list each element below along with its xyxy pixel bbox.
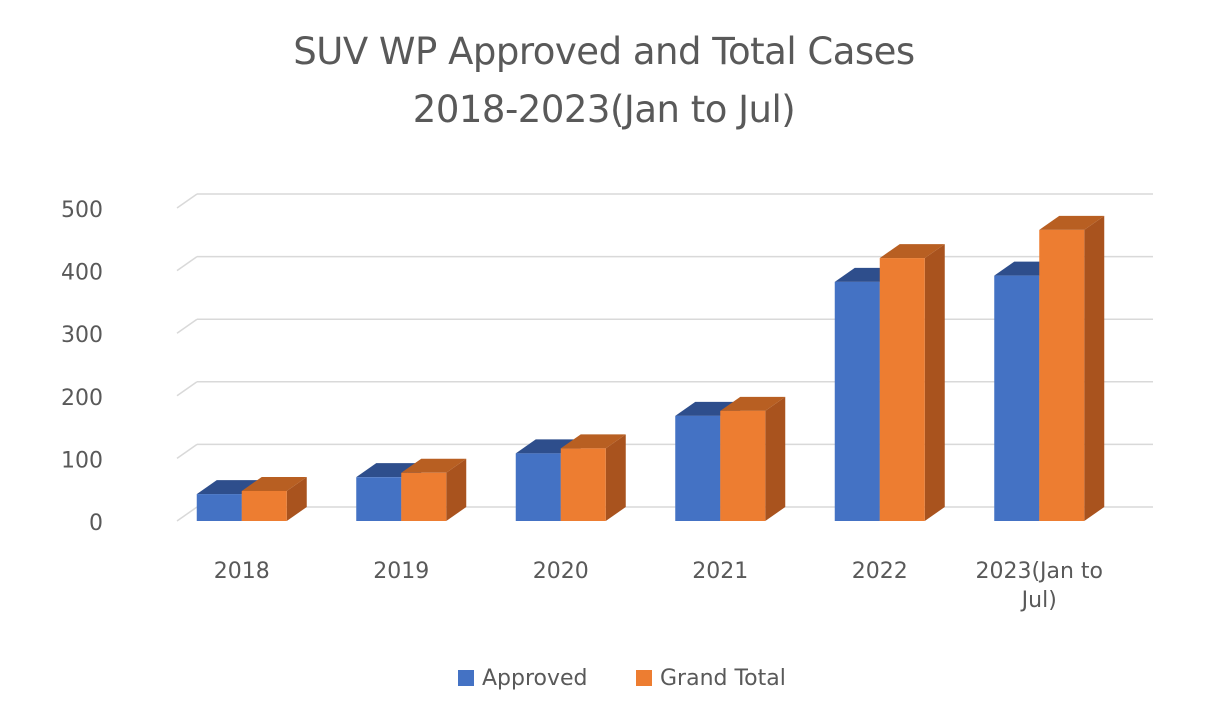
bar-grand-total-2-side: [605, 434, 626, 521]
bar-grand-total-3-front: [720, 410, 766, 521]
bar-grand-total-2-front: [560, 448, 606, 521]
gridline-side-500: [176, 193, 198, 209]
x-tick-label-2: 2020: [533, 559, 589, 584]
bar-approved-1-front: [356, 477, 402, 521]
gridline-side-200: [176, 381, 198, 397]
x-tick-label-line: 2021: [692, 559, 748, 584]
gridline-side-0: [176, 506, 198, 522]
y-tick-label-0: 0: [89, 511, 103, 536]
bar-grand-total-1-side: [446, 458, 467, 521]
bar-grand-total-1: [401, 458, 467, 521]
legend: Approved Grand Total: [458, 666, 786, 691]
bar-grand-total-3: [720, 396, 786, 521]
bar-grand-total-1-top: [401, 458, 467, 473]
x-tick-label-line: 2020: [533, 559, 589, 584]
x-tick-label-line: 2022: [852, 559, 908, 584]
y-tick-label-100: 100: [61, 448, 103, 473]
x-tick-label-line: 2023(Jan to: [975, 559, 1103, 584]
bar-approved-2-front: [515, 453, 561, 521]
legend-swatch-approved: [458, 670, 474, 686]
bar-approved-5-front: [994, 275, 1040, 521]
x-tick-label-line: Jul): [1020, 588, 1057, 613]
x-tick-label-4: 2022: [852, 559, 908, 584]
gridline-side-100: [176, 443, 198, 460]
gridline-side-400: [176, 255, 198, 272]
bar-grand-total-2-top: [560, 434, 626, 449]
gridline-side-300: [176, 318, 198, 334]
y-tick-label-500: 500: [61, 198, 103, 223]
bars: [196, 215, 1105, 521]
y-tick-label-300: 300: [61, 323, 103, 348]
y-axis-ticks: 0 100 200 300 400 500: [61, 198, 103, 536]
bar-grand-total-4-top: [879, 244, 945, 259]
bar-grand-total-1-front: [401, 472, 447, 521]
legend-label-grand-total: Grand Total: [660, 666, 786, 691]
chart-title-line-2: 2018-2023(Jan to Jul): [412, 88, 796, 131]
bar-grand-total-3-side: [765, 396, 786, 521]
bar-grand-total-3-top: [720, 396, 786, 411]
x-tick-label-line: 2018: [214, 559, 270, 584]
bar-grand-total-4: [879, 244, 945, 521]
bar-approved-0-front: [196, 494, 242, 521]
bar-grand-total-0-side: [286, 476, 307, 521]
chart-title-line-1: SUV WP Approved and Total Cases: [293, 30, 915, 73]
x-tick-label-0: 2018: [214, 559, 270, 584]
bar-grand-total-0-front: [241, 490, 287, 521]
bar-grand-total-5: [1039, 215, 1105, 521]
y-tick-label-200: 200: [61, 386, 103, 411]
bar-grand-total-4-front: [879, 258, 925, 521]
x-tick-label-1: 2019: [373, 559, 429, 584]
y-tick-label-400: 400: [61, 261, 103, 286]
bar-grand-total-5-side: [1084, 215, 1105, 521]
bar-approved-3-front: [675, 415, 721, 521]
legend-swatch-grand-total: [636, 670, 652, 686]
bar-grand-total-0-top: [241, 476, 307, 491]
bar-approved-4-front: [834, 281, 880, 521]
x-tick-label-5: 2023(Jan to Jul): [975, 559, 1103, 613]
legend-label-approved: Approved: [482, 666, 588, 691]
bar-grand-total-5-top: [1039, 215, 1105, 230]
bar-grand-total-2: [560, 434, 626, 521]
x-tick-label-line: 2019: [373, 559, 429, 584]
x-axis-ticks: 2018 2019 2020 2021 2022 2023(Jan to Jul): [214, 559, 1103, 613]
x-tick-label-3: 2021: [692, 559, 748, 584]
bar-grand-total-4-side: [924, 244, 945, 521]
bar-grand-total-0: [241, 476, 307, 521]
bar-grand-total-5-front: [1039, 229, 1085, 521]
